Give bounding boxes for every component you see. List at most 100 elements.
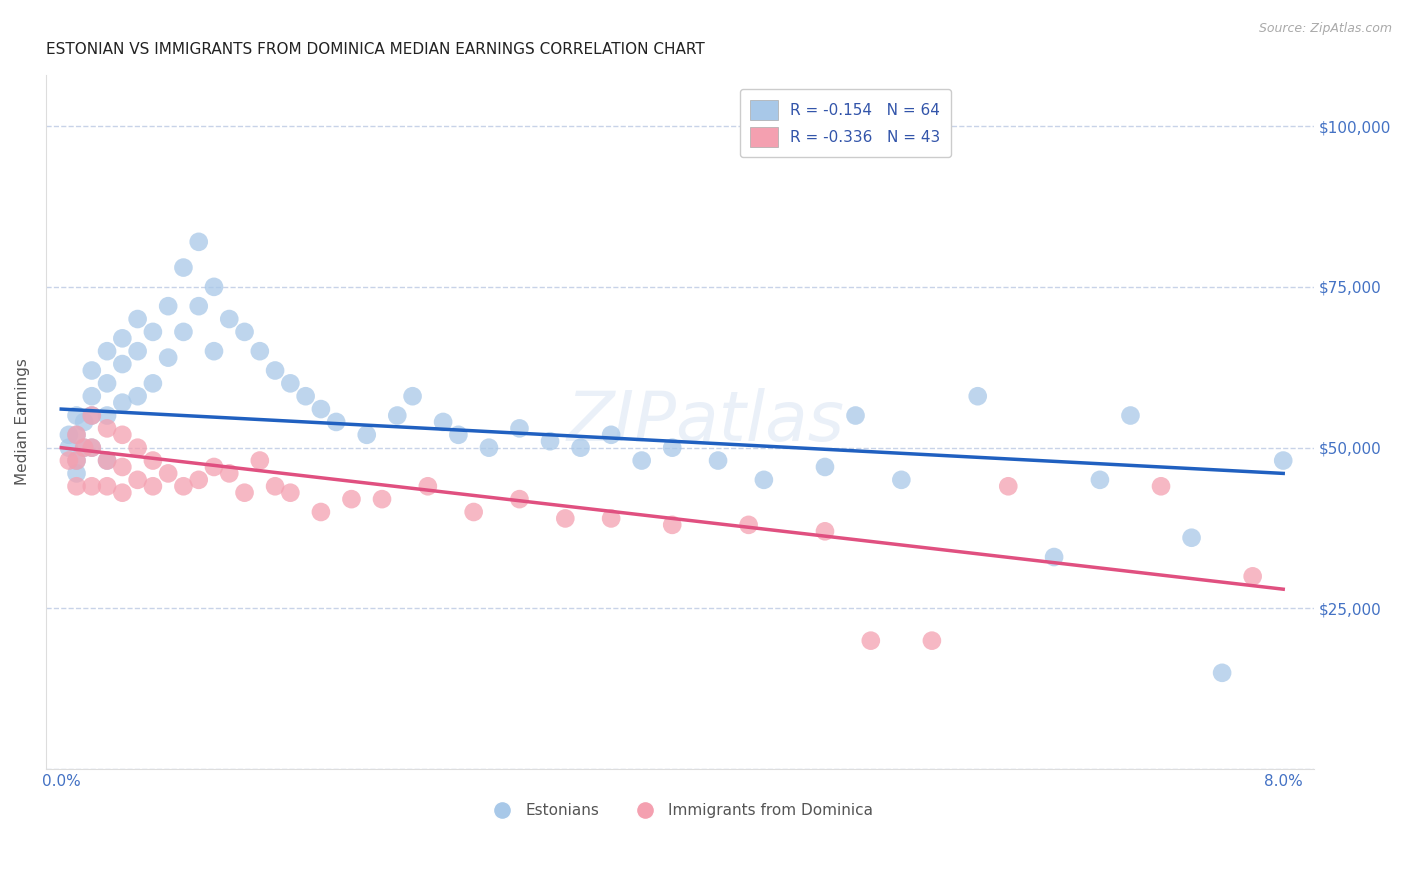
Point bbox=[844, 409, 866, 423]
Point bbox=[65, 427, 87, 442]
Point bbox=[58, 441, 80, 455]
Point bbox=[752, 473, 775, 487]
Point bbox=[96, 344, 118, 359]
Point bbox=[280, 485, 302, 500]
Point bbox=[280, 376, 302, 391]
Point bbox=[96, 453, 118, 467]
Point bbox=[65, 479, 87, 493]
Point bbox=[142, 376, 165, 391]
Point bbox=[142, 325, 165, 339]
Point bbox=[600, 511, 623, 525]
Point bbox=[127, 389, 149, 403]
Point bbox=[921, 633, 943, 648]
Point bbox=[814, 524, 837, 539]
Point bbox=[737, 517, 759, 532]
Point bbox=[309, 402, 332, 417]
Point bbox=[249, 344, 271, 359]
Point bbox=[859, 633, 882, 648]
Point bbox=[111, 357, 134, 371]
Point bbox=[966, 389, 988, 403]
Point bbox=[478, 441, 501, 455]
Point bbox=[202, 280, 225, 294]
Point bbox=[187, 299, 209, 313]
Point bbox=[142, 479, 165, 493]
Point bbox=[111, 485, 134, 500]
Point bbox=[371, 492, 394, 507]
Text: Source: ZipAtlas.com: Source: ZipAtlas.com bbox=[1258, 22, 1392, 36]
Point bbox=[264, 479, 287, 493]
Point bbox=[661, 441, 683, 455]
Point bbox=[416, 479, 439, 493]
Point bbox=[233, 485, 256, 500]
Point bbox=[127, 473, 149, 487]
Point bbox=[249, 453, 271, 467]
Point bbox=[1272, 453, 1295, 467]
Point bbox=[65, 453, 87, 467]
Point bbox=[80, 479, 103, 493]
Point bbox=[1088, 473, 1111, 487]
Point bbox=[630, 453, 652, 467]
Point bbox=[264, 363, 287, 377]
Point bbox=[111, 460, 134, 475]
Point bbox=[554, 511, 576, 525]
Point bbox=[401, 389, 423, 403]
Point bbox=[96, 409, 118, 423]
Point bbox=[294, 389, 316, 403]
Point bbox=[157, 299, 180, 313]
Point bbox=[340, 492, 363, 507]
Point bbox=[814, 460, 837, 475]
Point bbox=[569, 441, 592, 455]
Point bbox=[65, 409, 87, 423]
Point bbox=[1043, 549, 1066, 564]
Point bbox=[73, 441, 96, 455]
Point bbox=[1180, 531, 1202, 545]
Point bbox=[538, 434, 561, 449]
Point bbox=[508, 492, 530, 507]
Point bbox=[432, 415, 454, 429]
Point bbox=[309, 505, 332, 519]
Point bbox=[218, 312, 240, 326]
Point bbox=[233, 325, 256, 339]
Point bbox=[96, 479, 118, 493]
Point bbox=[325, 415, 347, 429]
Point bbox=[65, 467, 87, 481]
Point bbox=[80, 389, 103, 403]
Point bbox=[447, 427, 470, 442]
Point bbox=[73, 415, 96, 429]
Legend: Estonians, Immigrants from Dominica: Estonians, Immigrants from Dominica bbox=[481, 797, 879, 824]
Point bbox=[157, 351, 180, 365]
Point bbox=[157, 467, 180, 481]
Point bbox=[58, 427, 80, 442]
Point bbox=[111, 395, 134, 409]
Y-axis label: Median Earnings: Median Earnings bbox=[15, 359, 30, 485]
Point bbox=[96, 376, 118, 391]
Point bbox=[80, 441, 103, 455]
Point bbox=[58, 453, 80, 467]
Point bbox=[80, 409, 103, 423]
Point bbox=[80, 409, 103, 423]
Point bbox=[1119, 409, 1142, 423]
Point bbox=[387, 409, 409, 423]
Point bbox=[73, 441, 96, 455]
Point bbox=[172, 260, 194, 275]
Point bbox=[202, 460, 225, 475]
Point bbox=[127, 312, 149, 326]
Point bbox=[356, 427, 378, 442]
Point bbox=[1241, 569, 1264, 583]
Point bbox=[96, 421, 118, 435]
Point bbox=[127, 441, 149, 455]
Point bbox=[508, 421, 530, 435]
Point bbox=[187, 473, 209, 487]
Point bbox=[1150, 479, 1173, 493]
Text: ZIPatlas: ZIPatlas bbox=[567, 388, 844, 456]
Point bbox=[65, 427, 87, 442]
Point bbox=[661, 517, 683, 532]
Point bbox=[890, 473, 912, 487]
Point bbox=[1211, 665, 1233, 680]
Point bbox=[707, 453, 730, 467]
Point bbox=[111, 331, 134, 345]
Point bbox=[463, 505, 485, 519]
Point bbox=[142, 453, 165, 467]
Point bbox=[96, 453, 118, 467]
Text: ESTONIAN VS IMMIGRANTS FROM DOMINICA MEDIAN EARNINGS CORRELATION CHART: ESTONIAN VS IMMIGRANTS FROM DOMINICA MED… bbox=[46, 42, 704, 57]
